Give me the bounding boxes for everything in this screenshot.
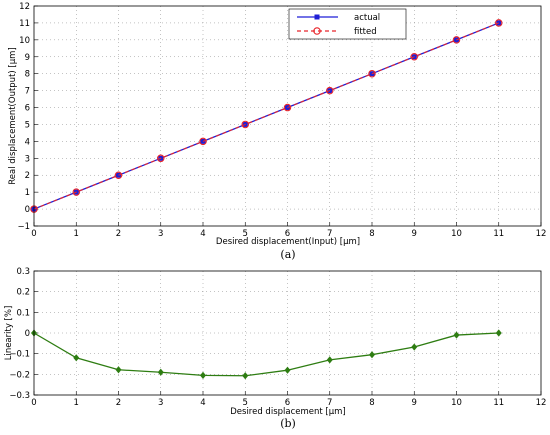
legend-actual-label: actual	[354, 13, 380, 23]
series-actual-line	[33, 22, 499, 210]
x-tick-label: 3	[158, 229, 163, 239]
x-tick-label: 8	[369, 398, 374, 408]
chart-b-xlabel: Desired displacement [μm]	[230, 407, 346, 417]
series-line-0-line	[33, 332, 499, 377]
legend-actual-marker	[314, 14, 320, 20]
legend-fitted-label: fitted	[354, 27, 377, 37]
data-point-linearity	[284, 366, 291, 374]
y-tick-label: 0.2	[16, 288, 30, 298]
y-tick-label: 2	[25, 171, 30, 181]
x-tick-label: 10	[451, 229, 462, 239]
data-point-fitted	[452, 36, 461, 44]
x-tick-label: 3	[158, 398, 163, 408]
chart-b-series	[31, 329, 502, 380]
chart-b-frame	[33, 270, 542, 396]
data-point-fitted	[410, 53, 418, 61]
data-point-fitted	[283, 103, 292, 112]
chart-a-ylabel: Real displacement(Output) [μm]	[8, 47, 18, 185]
y-tick-label: 1	[25, 188, 30, 198]
x-tick-label: 6	[285, 229, 290, 239]
legend-box	[288, 8, 407, 40]
x-tick-label: 0	[31, 229, 36, 239]
y-tick-label: 11	[19, 19, 30, 29]
y-tick-label: 6	[25, 104, 30, 114]
x-tick-label: 10	[451, 398, 462, 408]
x-tick-label: 4	[200, 229, 205, 239]
data-point-fitted	[368, 69, 376, 78]
x-tick-label: 1	[74, 398, 79, 408]
chart-a-series	[30, 19, 503, 213]
chart-b: 0 1 2 3 4 5 6 7 8 9 10 11 12−0.3−0.2−0.100.10.20.3 D…	[4, 267, 546, 430]
x-tick-label: 1	[74, 229, 79, 239]
data-point-fitted	[241, 120, 250, 129]
data-point-fitted	[72, 188, 81, 196]
y-tick-label: −0.2	[9, 370, 30, 380]
chart-a-xlabel: Desired displacement(Input) [μm]	[216, 237, 360, 247]
legend-fitted-marker	[313, 27, 321, 35]
y-tick-label: −1	[17, 222, 30, 232]
data-point-fitted	[199, 137, 207, 146]
x-tick-label: 5	[243, 398, 248, 408]
x-tick-label: 9	[412, 398, 417, 408]
x-tick-label: 11	[493, 398, 504, 408]
chart-b-grid	[34, 271, 541, 395]
y-tick-label: 5	[25, 120, 30, 130]
x-tick-label: 5	[243, 229, 248, 239]
chart-a-caption: (a)	[280, 248, 295, 261]
y-tick-label: 0.3	[16, 267, 30, 277]
data-point-linearity	[242, 372, 249, 380]
y-tick-label: 8	[25, 70, 30, 80]
y-tick-label: 3	[25, 154, 30, 164]
y-tick-label: 7	[25, 87, 30, 97]
data-point-fitted	[494, 19, 503, 27]
data-point-linearity	[200, 371, 206, 379]
y-tick-label: 10	[19, 36, 30, 46]
data-point-linearity	[495, 329, 502, 337]
x-tick-label: 7	[327, 229, 332, 239]
y-tick-label: 9	[25, 53, 30, 63]
data-point-linearity	[73, 354, 80, 362]
data-point-linearity	[369, 351, 375, 359]
x-tick-label: 0	[31, 398, 36, 408]
data-point-linearity	[411, 343, 418, 351]
x-tick-label: 2	[116, 229, 121, 239]
x-tick-label: 12	[536, 229, 547, 239]
chart-a-grid	[34, 6, 541, 226]
chart-a-frame	[33, 5, 542, 227]
y-tick-label: −0.3	[9, 391, 30, 401]
data-point-linearity	[326, 356, 333, 364]
data-point-linearity	[115, 366, 122, 374]
y-tick-label: 4	[25, 137, 30, 147]
chart-b-ticks: 0 1 2 3 4 5 6 7 8 9 10 11 12−0.3−0.2−0.100.10.20.3	[9, 267, 546, 408]
data-point-fitted	[325, 86, 334, 95]
x-tick-label: 11	[493, 229, 504, 239]
chart-b-ylabel: Linearity [%]	[4, 306, 14, 361]
y-tick-label: 0	[25, 205, 30, 215]
y-tick-label: 0	[25, 329, 30, 339]
y-tick-label: 12	[19, 2, 30, 12]
x-tick-label: 4	[200, 398, 205, 408]
x-tick-label: 12	[536, 398, 547, 408]
chart-b-caption: (b)	[280, 417, 296, 430]
x-tick-label: 6	[285, 398, 290, 408]
chart-a-legend: actual fitted	[288, 8, 407, 40]
x-tick-label: 8	[369, 229, 374, 239]
data-point-fitted	[114, 171, 123, 179]
x-tick-label: 9	[412, 229, 417, 239]
data-point-fitted	[157, 154, 165, 163]
x-tick-label: 2	[116, 398, 121, 408]
data-point-linearity	[157, 368, 164, 376]
y-tick-label: −0.1	[9, 350, 30, 360]
data-point-linearity	[453, 331, 460, 339]
y-tick-label: 0.1	[16, 308, 30, 318]
x-tick-label: 7	[327, 398, 332, 408]
